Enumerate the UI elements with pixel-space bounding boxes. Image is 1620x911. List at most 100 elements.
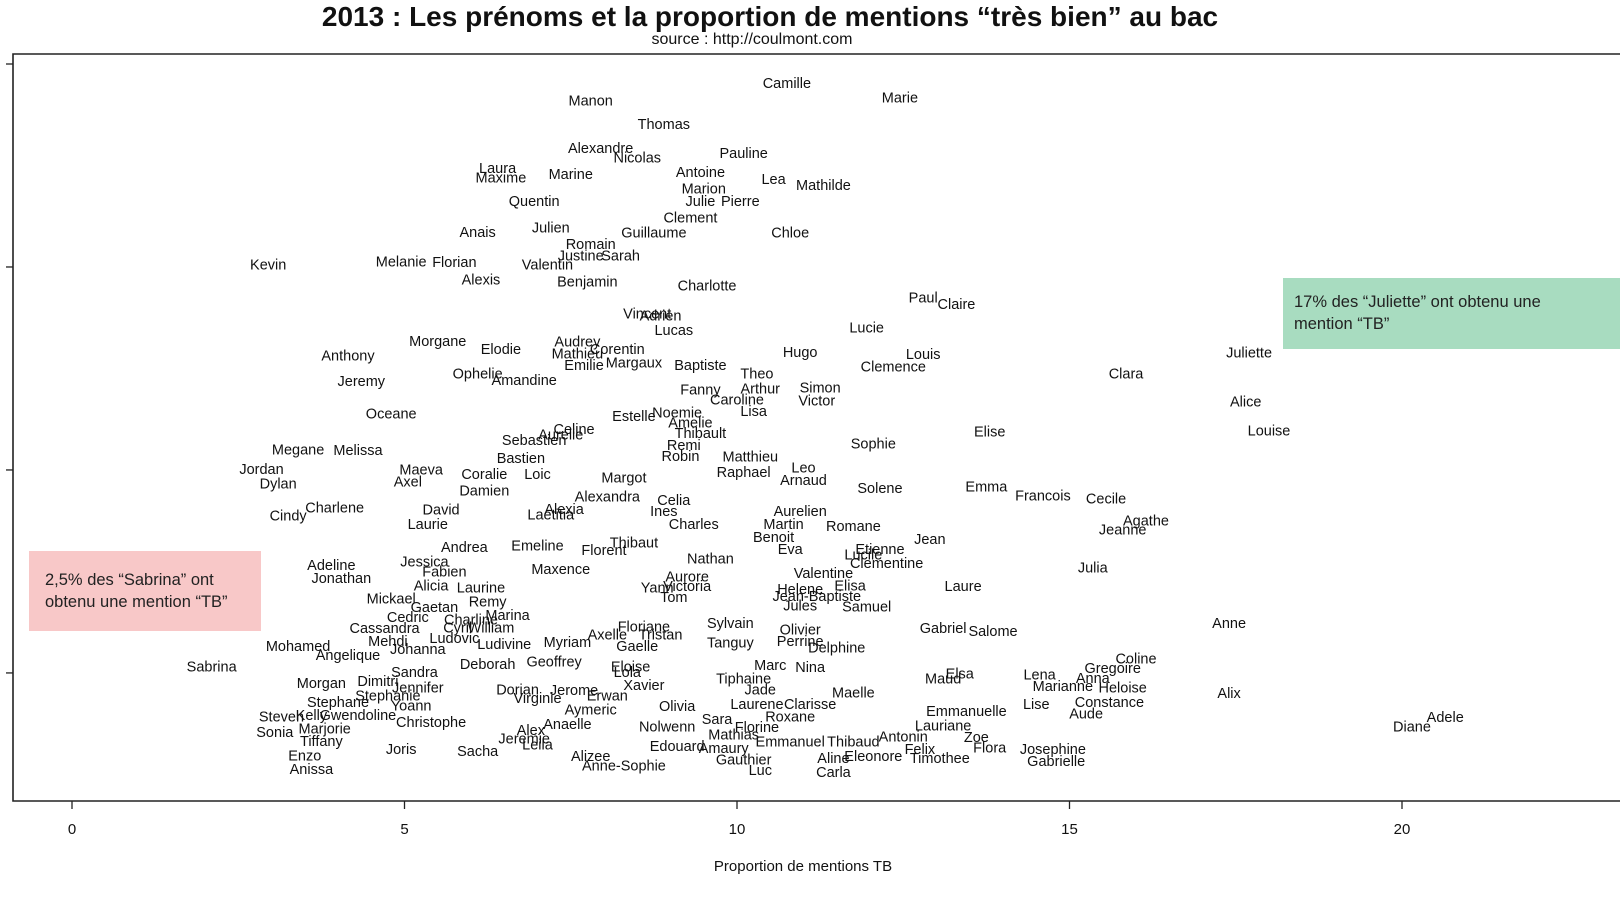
point-label-william: William [468, 620, 515, 636]
point-label-camille: Camille [763, 76, 811, 92]
point-label-emeline: Emeline [511, 539, 563, 555]
point-label-caroline: Caroline [710, 393, 764, 409]
annotation-juliette-line-2: mention “TB” [1294, 315, 1390, 333]
point-label-fabien: Fabien [422, 565, 466, 581]
point-label-sonia: Sonia [256, 725, 294, 741]
point-label-heloise: Heloise [1099, 680, 1147, 696]
point-label-melissa: Melissa [333, 443, 383, 459]
point-label-alexis: Alexis [462, 273, 501, 289]
point-label-elodie: Elodie [481, 342, 521, 358]
point-label-ludovic: Ludovic [429, 631, 479, 647]
point-label-eleonore: Eleonore [844, 749, 902, 765]
point-label-marie: Marie [882, 90, 918, 106]
point-label-lena: Lena [1023, 667, 1056, 683]
point-label-helene: Helene [777, 582, 823, 598]
point-label-maud: Maud [925, 672, 961, 688]
point-label-timothee: Timothee [910, 751, 970, 767]
point-label-antonin: Antonin [879, 729, 928, 745]
point-label-yann: Yann [641, 581, 674, 597]
point-label-martin: Martin [763, 517, 803, 533]
point-label-cedric: Cedric [387, 610, 429, 626]
point-label-alizee: Alizee [571, 749, 611, 765]
point-label-lauriane: Lauriane [915, 719, 971, 735]
point-label-xavier: Xavier [623, 678, 664, 694]
point-label-corentin: Corentin [590, 342, 645, 358]
point-label-amelie: Amelie [668, 416, 712, 432]
point-label-cyril: Cyril [443, 620, 472, 636]
point-label-baptiste: Baptiste [674, 358, 726, 374]
point-label-gaelle: Gaelle [616, 639, 658, 655]
point-label-mickael: Mickael [367, 591, 416, 607]
point-label-clementine: Clementine [850, 556, 923, 572]
point-label-stephanie: Stephanie [355, 688, 420, 704]
point-label-alexia: Alexia [544, 502, 584, 518]
point-label-jade: Jade [745, 683, 776, 699]
point-label-lucie: Lucie [849, 320, 884, 336]
point-label-alicia: Alicia [414, 578, 450, 594]
annotation-juliette: 17% des “Juliette” ont obtenu une mentio… [1283, 278, 1620, 349]
point-label-tiffany: Tiffany [300, 734, 343, 750]
point-label-delphine: Delphine [808, 641, 865, 657]
point-label-steven: Steven [259, 709, 304, 725]
point-label-lise: Lise [1023, 697, 1050, 713]
point-label-celia: Celia [657, 493, 691, 509]
point-label-benjamin: Benjamin [557, 275, 617, 291]
point-label-laetitia: Laetitia [527, 508, 575, 524]
point-label-tristan: Tristan [639, 628, 683, 644]
point-label-elisa: Elisa [834, 578, 866, 594]
point-label-clara: Clara [1109, 367, 1145, 383]
point-label-alexandra: Alexandra [575, 489, 641, 505]
point-label-amandine: Amandine [492, 373, 557, 389]
point-label-maelle: Maelle [832, 685, 875, 701]
point-label-theo: Theo [740, 367, 773, 383]
point-label-gabriel: Gabriel [920, 621, 967, 637]
point-label-olivia: Olivia [659, 699, 696, 715]
point-label-julia: Julia [1078, 560, 1109, 576]
point-label-marjorie: Marjorie [299, 722, 351, 738]
point-label-aurelie: Aurelie [538, 427, 583, 443]
point-label-paul: Paul [909, 291, 938, 307]
point-label-romain: Romain [566, 237, 616, 253]
point-label-benoit: Benoit [753, 530, 794, 546]
point-label-sebastien: Sebastien [502, 433, 567, 449]
point-label-audrey: Audrey [554, 335, 601, 351]
point-label-roxane: Roxane [765, 709, 815, 725]
point-label-charlotte: Charlotte [678, 278, 737, 294]
point-label-felix: Felix [905, 742, 936, 758]
point-label-yoann: Yoann [391, 698, 432, 714]
point-label-sophie: Sophie [851, 437, 896, 453]
annotation-juliette-line-1: 17% des “Juliette” ont obtenu une [1294, 293, 1541, 311]
point-label-jeremy: Jeremy [338, 374, 386, 390]
point-label-estelle: Estelle [612, 409, 656, 425]
point-label-joris: Joris [386, 742, 417, 758]
point-label-marine: Marine [549, 167, 593, 183]
point-label-louis: Louis [906, 347, 941, 363]
point-label-enzo: Enzo [288, 748, 321, 764]
point-label-hugo: Hugo [783, 345, 818, 361]
point-label-tom: Tom [660, 590, 687, 606]
point-label-erwan: Erwan [587, 688, 628, 704]
point-label-adele: Adele [1427, 710, 1464, 726]
point-label-aymeric: Aymeric [565, 703, 617, 719]
point-label-raphael: Raphael [717, 465, 771, 481]
point-label-eloise: Eloise [611, 659, 651, 675]
x-tick-label: 5 [400, 821, 408, 838]
point-label-celine: Celine [554, 422, 595, 438]
point-label-jean: Jean [914, 532, 945, 548]
point-label-olivier: Olivier [780, 622, 821, 638]
point-label-david: David [423, 502, 460, 518]
point-label-arnaud: Arnaud [780, 473, 827, 489]
point-label-florent: Florent [581, 543, 626, 559]
point-label-perrine: Perrine [777, 634, 824, 650]
point-label-oceane: Oceane [366, 406, 417, 422]
point-label-marianne: Marianne [1033, 679, 1093, 695]
point-label-alix: Alix [1217, 686, 1241, 702]
point-label-maeva: Maeva [399, 463, 443, 479]
point-label-jessica: Jessica [400, 555, 449, 571]
point-label-florian: Florian [432, 255, 476, 271]
point-label-gabrielle: Gabrielle [1027, 754, 1085, 770]
point-label-charles: Charles [669, 517, 719, 533]
point-label-elise: Elise [974, 424, 1005, 440]
point-label-josephine: Josephine [1020, 742, 1086, 758]
